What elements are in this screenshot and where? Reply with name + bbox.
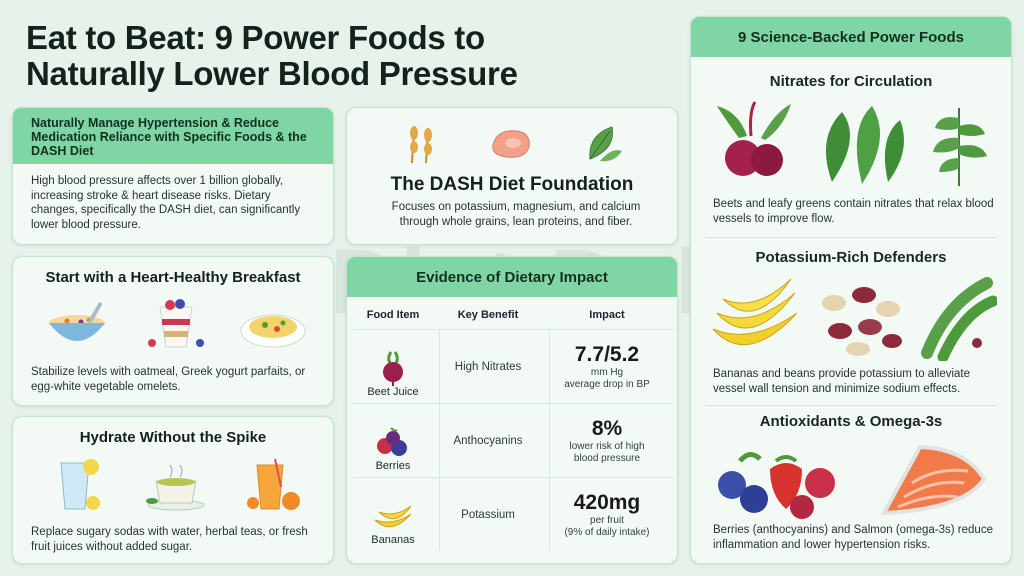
impact-value: 420mg [573, 490, 641, 514]
key-benefit: Potassium [461, 508, 515, 521]
food-name: Berries [375, 459, 411, 472]
title-line-2: Naturally Lower Blood Pressure [26, 55, 518, 92]
antioxidant-icons [703, 437, 1001, 527]
impact-value: 8% [591, 416, 623, 440]
table-row: Bananas Potassium 420mg per fruit (9% of… [353, 477, 673, 551]
herbal-tea-icon [145, 464, 205, 511]
lean-protein-icon [492, 130, 530, 158]
impact-note: blood pressure [573, 452, 641, 464]
salmon-icon [880, 444, 987, 516]
food-name: Beet Juice [367, 385, 419, 398]
food-name: Bananas [371, 533, 415, 546]
intro-heading: Naturally Manage Hypertension & Reduce M… [13, 108, 333, 164]
impact-note: average drop in BP [564, 378, 650, 390]
mixed-berries-icon [718, 452, 835, 519]
hydrate-card: Hydrate Without the Spike Replace sugary… [12, 416, 334, 564]
dash-icons [377, 120, 649, 166]
green-beans-icon [921, 277, 998, 361]
evidence-heading: Evidence of Dietary Impact [347, 257, 677, 297]
whole-grain-icon [410, 126, 433, 164]
berries-icon [377, 426, 407, 456]
hydrate-heading: Hydrate Without the Spike [79, 429, 267, 446]
oatmeal-bowl-icon [49, 302, 106, 341]
beans-icon [821, 287, 902, 356]
bananas-icon [374, 505, 412, 527]
section-title-antioxidants: Antioxidants & Omega-3s [759, 413, 943, 430]
power-foods-heading: 9 Science-Backed Power Foods [691, 17, 1011, 57]
impact-unit: per fruit [590, 514, 624, 526]
bananas-bunch-icon [712, 278, 798, 346]
dash-card: The DASH Diet Foundation Focuses on pota… [346, 107, 678, 245]
table-row: Beet Juice High Nitrates 7.7/5.2 mm Hg a… [353, 329, 673, 403]
key-benefit: Anthocyanins [453, 434, 523, 447]
evidence-table: Food Item Key Benefit Impact Beet Juice … [353, 303, 673, 551]
impact-note: (9% of daily intake) [564, 526, 650, 538]
breakfast-icons [31, 291, 321, 359]
table-row: Berries Anthocyanins 8% lower risk of hi… [353, 403, 673, 477]
page-title: Eat to Beat: 9 Power Foods to Naturally … [26, 20, 518, 92]
evidence-card: Evidence of Dietary Impact Food Item Key… [346, 256, 678, 564]
breakfast-text: Stabilize levels with oatmeal, Greek yog… [31, 366, 306, 393]
column-header: Key Benefit [457, 309, 519, 321]
dash-heading: The DASH Diet Foundation [390, 174, 634, 195]
impact-unit: mm Hg [590, 366, 624, 378]
omelet-icon [240, 314, 306, 348]
leafy-greens-icon [589, 126, 622, 162]
breakfast-heading: Start with a Heart-Healthy Breakfast [45, 269, 301, 286]
impact-value: 7.7/5.2 [574, 342, 640, 366]
power-foods-card: 9 Science-Backed Power Foods Nitrates fo… [690, 16, 1012, 564]
potassium-icons [703, 271, 1001, 363]
table-divider [549, 329, 550, 551]
impact-unit: lower risk of high [569, 440, 645, 452]
hydrate-text: Replace sugary sodas with water, herbal … [31, 526, 308, 553]
arugula-icon [932, 108, 987, 186]
section-divider [705, 237, 997, 238]
intro-text: High blood pressure affects over 1 billi… [31, 175, 301, 231]
table-divider [439, 329, 440, 551]
drinks-icons [31, 451, 321, 519]
nitrates-icons [703, 97, 1001, 189]
beets-icon [717, 101, 792, 176]
section-text-nitrates: Beets and leafy greens contain nitrates … [713, 198, 994, 225]
breakfast-card: Start with a Heart-Healthy Breakfast Sta… [12, 256, 334, 406]
section-title-potassium: Potassium-Rich Defenders [755, 249, 947, 266]
intro-card: Naturally Manage Hypertension & Reduce M… [12, 107, 334, 245]
column-header: Food Item [366, 309, 420, 321]
section-divider [705, 405, 997, 406]
orange-juice-icon [246, 458, 300, 510]
key-benefit: High Nitrates [454, 360, 522, 373]
water-glass-icon [60, 459, 101, 510]
dash-text: Focuses on potassium, magnesium, and cal… [391, 201, 641, 228]
section-text-potassium: Bananas and beans provide potassium to a… [713, 368, 971, 395]
title-line-1: Eat to Beat: 9 Power Foods to [26, 19, 485, 56]
spinach-icon [825, 106, 904, 184]
table-header: Food Item Key Benefit Impact [353, 303, 673, 321]
column-header: Impact [589, 309, 625, 321]
beet-icon [383, 350, 403, 386]
section-text-antioxidants: Berries (anthocyanins) and Salmon (omega… [713, 524, 993, 551]
yogurt-parfait-icon [147, 299, 204, 348]
section-title-nitrates: Nitrates for Circulation [769, 73, 933, 90]
